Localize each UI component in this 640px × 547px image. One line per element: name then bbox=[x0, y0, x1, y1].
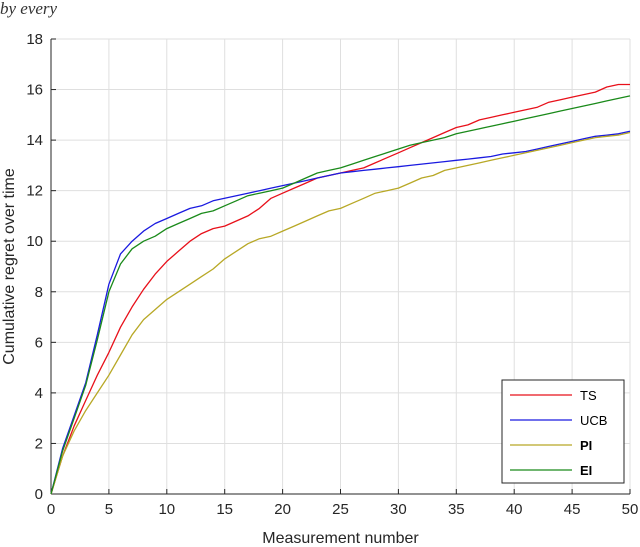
legend-label-pi: PI bbox=[580, 438, 592, 453]
legend-label-ei: EI bbox=[580, 463, 592, 478]
legend-box bbox=[501, 379, 625, 484]
y-tick-label: 16 bbox=[26, 82, 43, 99]
ticks: 0 5 10 15 20 25 30 35 40 45 50 0 2 4 6 8 10 12 14 16 18 bbox=[26, 31, 638, 518]
y-tick-label: 10 bbox=[26, 233, 43, 250]
x-tick-label: 15 bbox=[216, 501, 233, 518]
series-line-ei bbox=[50, 95, 631, 495]
x-tick-label: 40 bbox=[506, 501, 523, 518]
x-tick-label: 50 bbox=[622, 501, 639, 518]
x-tick-label: 0 bbox=[47, 501, 55, 518]
x-tick-label: 45 bbox=[564, 501, 581, 518]
y-tick-label: 0 bbox=[35, 486, 43, 503]
legend-label-ucb: UCB bbox=[580, 413, 607, 428]
y-tick-label: 18 bbox=[26, 31, 43, 48]
y-axis-label: Cumulative regret over time bbox=[1, 168, 18, 365]
x-tick-label: 25 bbox=[332, 501, 349, 518]
y-tick-label: 14 bbox=[26, 132, 43, 149]
y-tick-label: 8 bbox=[35, 284, 43, 301]
series-line-ucb bbox=[50, 130, 631, 495]
y-tick-label: 6 bbox=[35, 334, 43, 351]
legend: TS UCB PI EI bbox=[501, 379, 625, 484]
x-tick-label: 5 bbox=[105, 501, 113, 518]
series-line-pi bbox=[50, 131, 631, 495]
x-tick-label: 10 bbox=[158, 501, 175, 518]
legend-label-ts: TS bbox=[580, 388, 597, 403]
x-tick-label: 35 bbox=[448, 501, 465, 518]
x-tick-label: 30 bbox=[390, 501, 407, 518]
header-text-fragment: by every bbox=[0, 0, 58, 18]
x-axis-label: Measurement number bbox=[262, 530, 419, 547]
y-tick-label: 4 bbox=[35, 385, 43, 402]
y-tick-label: 12 bbox=[26, 183, 43, 200]
y-tick-label: 2 bbox=[35, 435, 43, 452]
x-tick-label: 20 bbox=[274, 501, 291, 518]
series-group bbox=[50, 83, 631, 495]
